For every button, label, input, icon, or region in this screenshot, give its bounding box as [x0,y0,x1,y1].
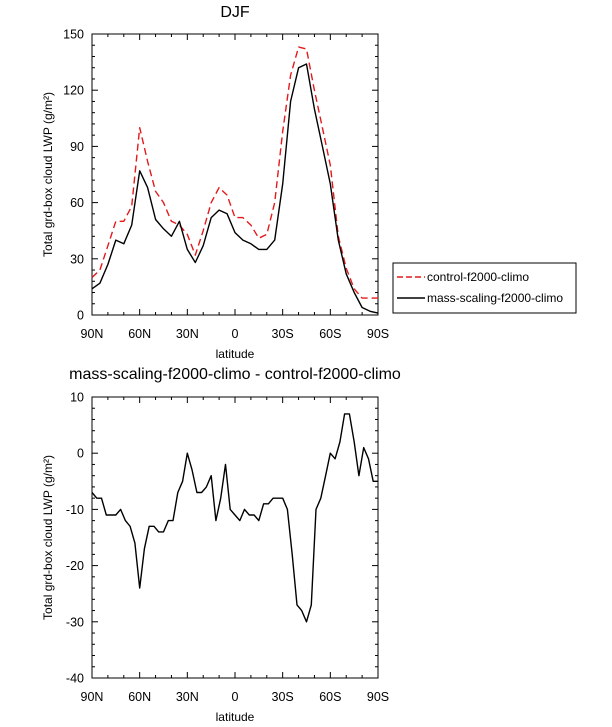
series-line-mass-scaling-f2000-climo [91,63,379,314]
x-tick-label: 0 [232,327,239,341]
y-tick-label: -20 [66,559,84,573]
plot-frame [91,33,379,316]
y-axis-label: Total grd-box cloud LWP (g/m²) [41,92,55,257]
y-tick-label: -40 [66,672,84,686]
x-tick-label: 30N [176,327,199,341]
x-tick-label: 90S [367,690,389,704]
y-tick-label: 10 [70,391,84,405]
y-tick-label: 30 [70,252,84,266]
series-line-control-f2000-climo [91,46,378,299]
legend-box [392,262,577,314]
x-tick-label: 30N [176,690,199,704]
y-tick-label: -30 [66,615,84,629]
x-tick-label: 0 [232,690,239,704]
series-line-series-0 [91,413,378,623]
chart-title: DJF [220,4,250,21]
x-tick-label: 60S [319,327,341,341]
x-tick-label: 60S [319,690,341,704]
y-axis-ticks [92,33,378,316]
x-tick-label: 60N [128,327,151,341]
legend-entry-label: control-f2000-climo [427,270,529,284]
y-axis-ticks [92,396,378,679]
x-axis-label: latitude [216,347,255,361]
x-tick-label: 30S [272,690,294,704]
x-tick-label: 90N [81,690,104,704]
legend: control-f2000-climo mass-scaling-f2000-cl… [392,262,577,314]
x-tick-label: 90S [367,327,389,341]
x-axis-ticks [91,397,379,678]
y-axis-label: Total grd-box cloud LWP (g/m²) [41,455,55,620]
y-tick-label: -10 [66,503,84,517]
bottom-panel-difference: mass-scaling-f2000-climo - control-f2000… [41,366,401,724]
x-tick-label: 90N [81,327,104,341]
chart-title: mass-scaling-f2000-climo - control-f2000… [69,366,401,383]
y-tick-label: 90 [70,140,84,154]
x-axis-ticks [91,34,379,315]
y-tick-label: 150 [63,28,84,42]
y-tick-label: 0 [77,309,84,323]
plot-frame [91,396,379,679]
x-axis-label: latitude [216,710,255,724]
top-panel-djf-lwp: DJF 0 30 60 90 120 150 90N 60N 30N 0 30S 60S 90S latit… [41,4,389,361]
y-tick-label: 60 [70,196,84,210]
y-tick-label: 120 [63,84,84,98]
y-tick-label: 0 [77,447,84,461]
x-tick-label: 60N [128,690,151,704]
x-tick-label: 30S [272,327,294,341]
legend-entry-label: mass-scaling-f2000-climo [427,291,563,305]
